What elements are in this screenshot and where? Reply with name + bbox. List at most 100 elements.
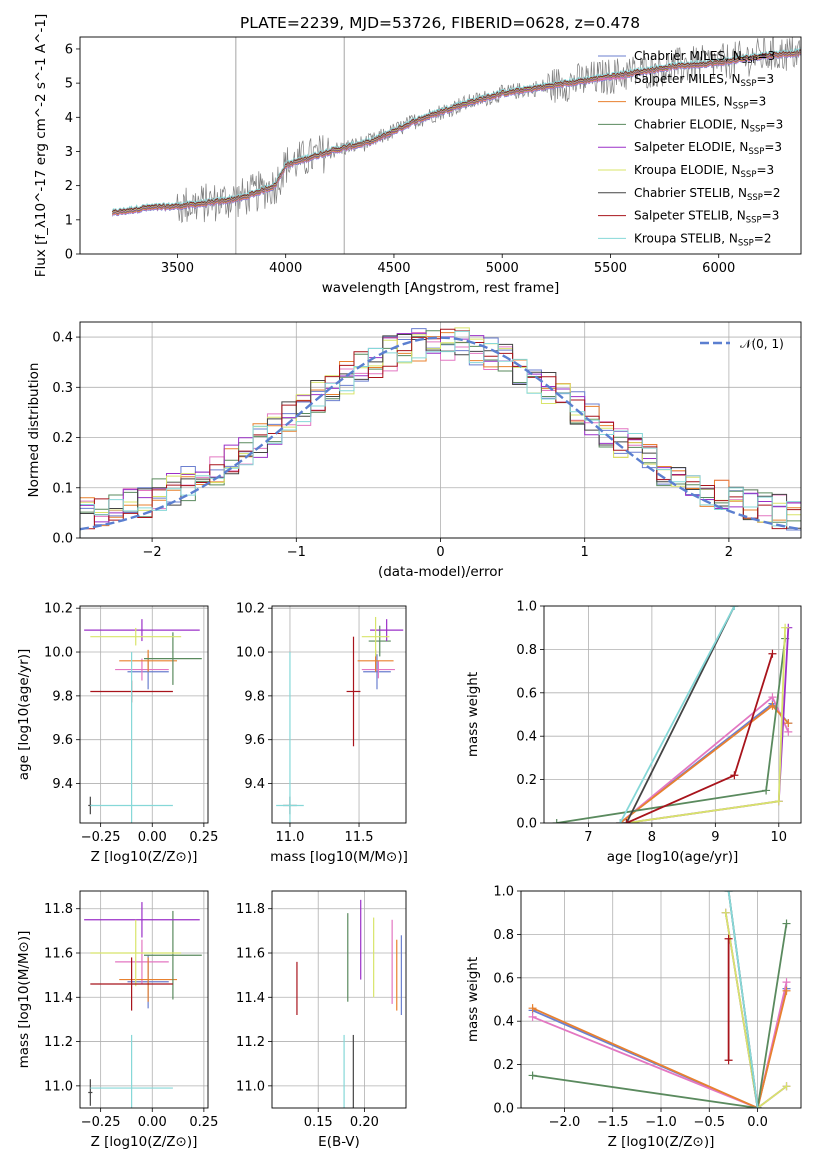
mass-vs-extinction-chart-plot (296, 899, 402, 1108)
y-axis-label: mass [log10(M/M⊙)] (16, 931, 32, 1069)
mass-vs-metallicity-chart: −0.25 0.00 0.25 11.0 11.2 11.4 11.6 11.8 Z [log1… (16, 890, 218, 1150)
y-tick-label: 9.6 (244, 733, 265, 748)
model-spectrum-line (112, 52, 801, 216)
x-tick-label: 0.15 (304, 1115, 333, 1130)
mass-weight-marker (768, 649, 777, 658)
y-tick-label: 0.6 (516, 686, 537, 701)
errorbar-point (363, 654, 391, 690)
age-vs-metallicity-chart: −0.25 0.00 0.25 9.4 9.6 9.8 10.0 10.2 Z [log10(Z… (16, 602, 218, 865)
legend-label: Salpeter MILES, NSSP=3 (634, 72, 774, 89)
mass-weight-marker (762, 786, 771, 795)
y-axis-label: age [log10(age/yr)] (16, 649, 32, 781)
x-tick-label: −1.5 (597, 1115, 629, 1130)
plot-frame (271, 890, 407, 1109)
mass-weight-marker (782, 1082, 791, 1091)
model-spectrum-line (112, 49, 801, 213)
x-tick-label: −0.5 (693, 1115, 725, 1130)
observed-spectrum (112, 37, 801, 224)
errorbar-point (361, 660, 395, 679)
mass-weight-line (532, 981, 788, 1108)
age-vs-mass-chart: 11.0 11.5 9.4 9.6 9.8 10.0 10.2 mass [log10(M/M… (236, 602, 408, 865)
y-tick-label: 0.2 (516, 773, 537, 788)
mass-weight-line (619, 702, 789, 823)
legend-label: Salpeter ELODIE, NSSP=3 (634, 140, 782, 157)
mass-weight-line (619, 606, 736, 823)
mass-weight-marker (552, 819, 561, 823)
mass-weight-vs-age-chart-plot (552, 606, 793, 823)
x-tick-label: 7 (584, 830, 592, 845)
figure-title: PLATE=2239, MJD=53726, FIBERID=0628, z=0… (240, 14, 640, 32)
y-tick-label: 9.8 (52, 689, 73, 704)
mass-weight-marker (724, 1056, 733, 1065)
y-tick-label: 6 (65, 42, 73, 57)
mass-weight-vs-metallicity-chart: −2.0 −1.5 −1.0 −0.5 0.0 0.0 0.2 0.4 0.6 0.8 1.0 Z [… (465, 885, 802, 1150)
mass-weight-marker (784, 719, 793, 728)
y-tick-label: 0.4 (516, 730, 537, 745)
y-tick-label: 11.2 (44, 1035, 73, 1050)
x-tick-label: 0.25 (189, 1115, 218, 1130)
x-tick-label: 0.00 (138, 830, 167, 845)
x-tick-label: −0.25 (81, 1115, 121, 1130)
residual-histogram (80, 330, 801, 538)
x-tick-label: 10 (771, 830, 788, 845)
mass-weight-marker (528, 1012, 537, 1021)
model-spectrum-line (112, 50, 801, 215)
mass-weight-line (532, 923, 788, 1108)
x-tick-label: −1.0 (645, 1115, 677, 1130)
y-tick-label: 2 (65, 179, 73, 194)
plot-frame (79, 321, 802, 539)
mass-weight-marker (528, 1071, 537, 1080)
spectrum-chart: 3500 4000 4500 5000 5500 6000 0 1 2 3 4 5 6 wavelengt… (33, 14, 802, 296)
y-tick-label: 9.4 (244, 777, 265, 792)
plot-frame (79, 890, 209, 1109)
x-tick-label: 0.0 (747, 1115, 768, 1130)
y-tick-label: 1.0 (493, 885, 514, 900)
mass-weight-line (724, 912, 788, 1108)
mass-weight-marker (724, 891, 733, 895)
y-tick-label: 0 (65, 248, 73, 263)
mass-weight-marker (768, 693, 777, 702)
x-tick-label: 8 (648, 830, 656, 845)
y-tick-label: 10.2 (236, 602, 265, 617)
errorbar-point (144, 910, 202, 1000)
mass-weight-line (625, 606, 736, 823)
legend-label: Chabrier ELODIE, NSSP=3 (634, 117, 783, 134)
y-tick-label: 10.2 (44, 602, 73, 617)
x-tick-label: 11.5 (345, 830, 374, 845)
legend-label: Salpeter STELIB, NSSP=3 (634, 209, 779, 226)
model-spectrum-line (112, 47, 801, 211)
y-tick-label: 0.2 (493, 1058, 514, 1073)
x-tick-label: 2 (725, 545, 733, 560)
y-tick-label: 11.0 (44, 1079, 73, 1094)
y-axis-label: mass weight (465, 957, 481, 1042)
plot-frame (79, 36, 802, 255)
model-spectrum-line (112, 53, 801, 217)
mass-weight-marker (730, 771, 739, 780)
mass-weight-marker (782, 986, 791, 995)
errorbar-point (84, 902, 200, 938)
y-tick-label: 9.6 (52, 733, 73, 748)
mass-vs-metallicity-chart-ticks: −0.25 0.00 0.25 11.0 11.2 11.4 11.6 11.8 (44, 891, 218, 1130)
legend-label: Kroupa MILES, NSSP=3 (634, 95, 766, 112)
mass-weight-marker (782, 919, 791, 928)
x-tick-label: 5500 (594, 261, 627, 276)
y-axis-label: Flux [f_λ10^-17 erg cm^-2 s^-1 A^-1] (33, 14, 49, 277)
x-axis-label: Z [log10(Z/Z⊙)] (608, 1134, 715, 1150)
x-tick-label: 11.0 (275, 830, 304, 845)
mass-weight-line (626, 627, 786, 823)
y-tick-label: 0.0 (52, 532, 73, 547)
y-tick-label: 0.3 (52, 381, 73, 396)
mass-weight-marker (784, 727, 793, 736)
residual-chart: −2 −1 0 1 2 0.0 0.1 0.2 0.3 0.4 (data-model)/error… (26, 321, 802, 580)
plot-frame (79, 605, 209, 824)
x-tick-label: 3500 (161, 261, 194, 276)
x-axis-label: (data-model)/error (378, 564, 504, 580)
y-tick-label: 0.0 (493, 1102, 514, 1117)
x-tick-label: 1 (581, 545, 589, 560)
mass-vs-extinction-chart-ticks: 0.15 0.20 11.0 11.2 11.4 11.6 11.8 (236, 891, 406, 1130)
y-tick-label: 11.8 (236, 902, 265, 917)
y-tick-label: 0.8 (516, 643, 537, 658)
x-axis-label: E(B-V) (318, 1134, 360, 1150)
y-tick-label: 9.8 (244, 689, 265, 704)
